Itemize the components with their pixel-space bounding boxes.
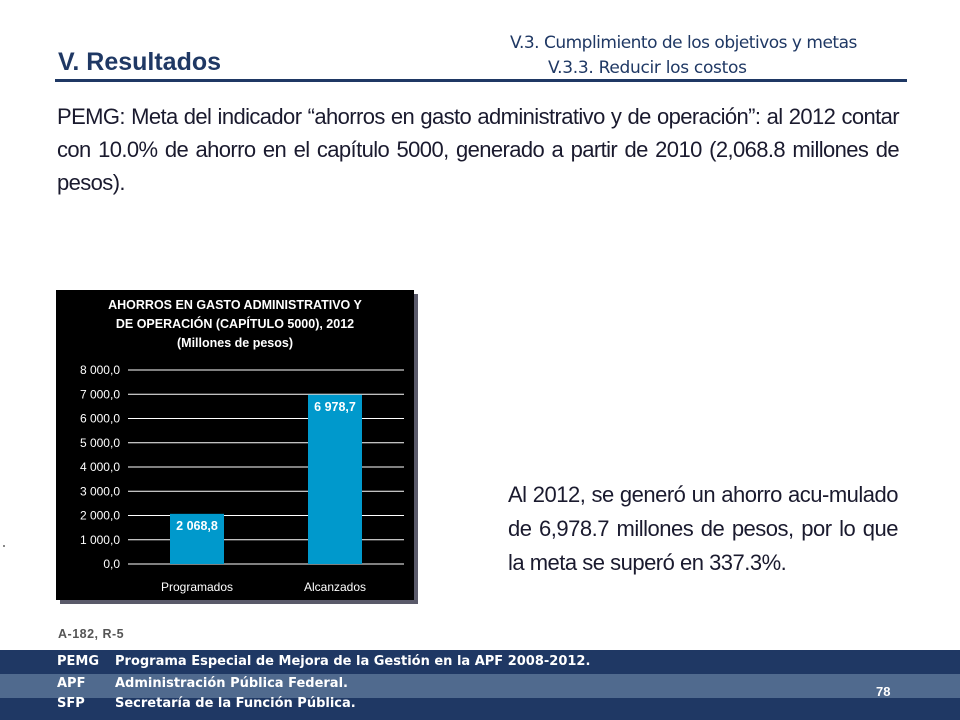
y-tick-label: 4 000,0 — [80, 460, 120, 474]
chart-title-line-2: DE OPERACIÓN (CAPÍTULO 5000), 2012 — [115, 317, 355, 331]
conclusion-paragraph: Al 2012, se generó un ahorro acu-mulado … — [508, 482, 899, 575]
footer-definition: Programa Especial de Mejora de la Gestió… — [115, 654, 591, 669]
footer-definition: Secretaría de la Función Pública. — [115, 696, 356, 711]
footer-abbr: APF — [57, 676, 86, 691]
intro-paragraph: PEMG: Meta del indicador “ahorros en gas… — [57, 104, 900, 195]
subsection-subtitle: V.3.3. Reducir los costos — [548, 58, 747, 78]
bar-alcanzados — [308, 394, 362, 564]
y-tick-label: 8 000,0 — [80, 363, 120, 377]
y-tick-label: 1 000,0 — [80, 533, 120, 547]
page-number: 78 — [876, 684, 891, 699]
footer-abbr: PEMG — [57, 654, 100, 669]
footer-abbr: SFP — [57, 696, 85, 711]
data-label: 2 068,8 — [176, 519, 218, 533]
chart-plot-area: 0,0 1 000,0 2 000,0 3 000,0 4 000,0 5 000,0 6 … — [80, 363, 404, 594]
title-underline — [55, 79, 907, 82]
chart-title-line-3: (Millones de pesos) — [177, 336, 293, 350]
bar-chart: AHORROS EN GASTO ADMINISTRATIVO Y DE OPE… — [56, 290, 414, 600]
footer-row-apf: APF Administración Pública Federal. — [57, 676, 348, 691]
footer-definition: Administración Pública Federal. — [115, 676, 348, 691]
chart-title: AHORROS EN GASTO ADMINISTRATIVO Y DE OPE… — [56, 296, 414, 353]
y-tick-label: 6 000,0 — [80, 412, 120, 426]
stray-dot — [3, 545, 5, 547]
footer-band — [0, 674, 960, 698]
y-tick-label: 2 000,0 — [80, 509, 120, 523]
footer-row-sfp: SFP Secretaría de la Función Pública. — [57, 696, 356, 711]
bar-programados — [170, 513, 224, 564]
page-title: V. Resultados — [58, 48, 222, 76]
y-tick-label: 0,0 — [103, 557, 120, 571]
x-tick-label: Programados — [161, 580, 233, 594]
y-tick-label: 3 000,0 — [80, 484, 120, 498]
chart-title-line-1: AHORROS EN GASTO ADMINISTRATIVO Y — [108, 298, 362, 312]
section-subtitle: V.3. Cumplimiento de los objetivos y met… — [510, 33, 857, 53]
data-label: 6 978,7 — [314, 400, 356, 414]
y-tick-label: 7 000,0 — [80, 387, 120, 401]
y-tick-label: 5 000,0 — [80, 436, 120, 450]
source-note: A-182, R-5 — [58, 627, 125, 641]
footer-row-pemg: PEMG Programa Especial de Mejora de la Ge… — [57, 654, 590, 669]
x-tick-label: Alcanzados — [304, 580, 366, 594]
